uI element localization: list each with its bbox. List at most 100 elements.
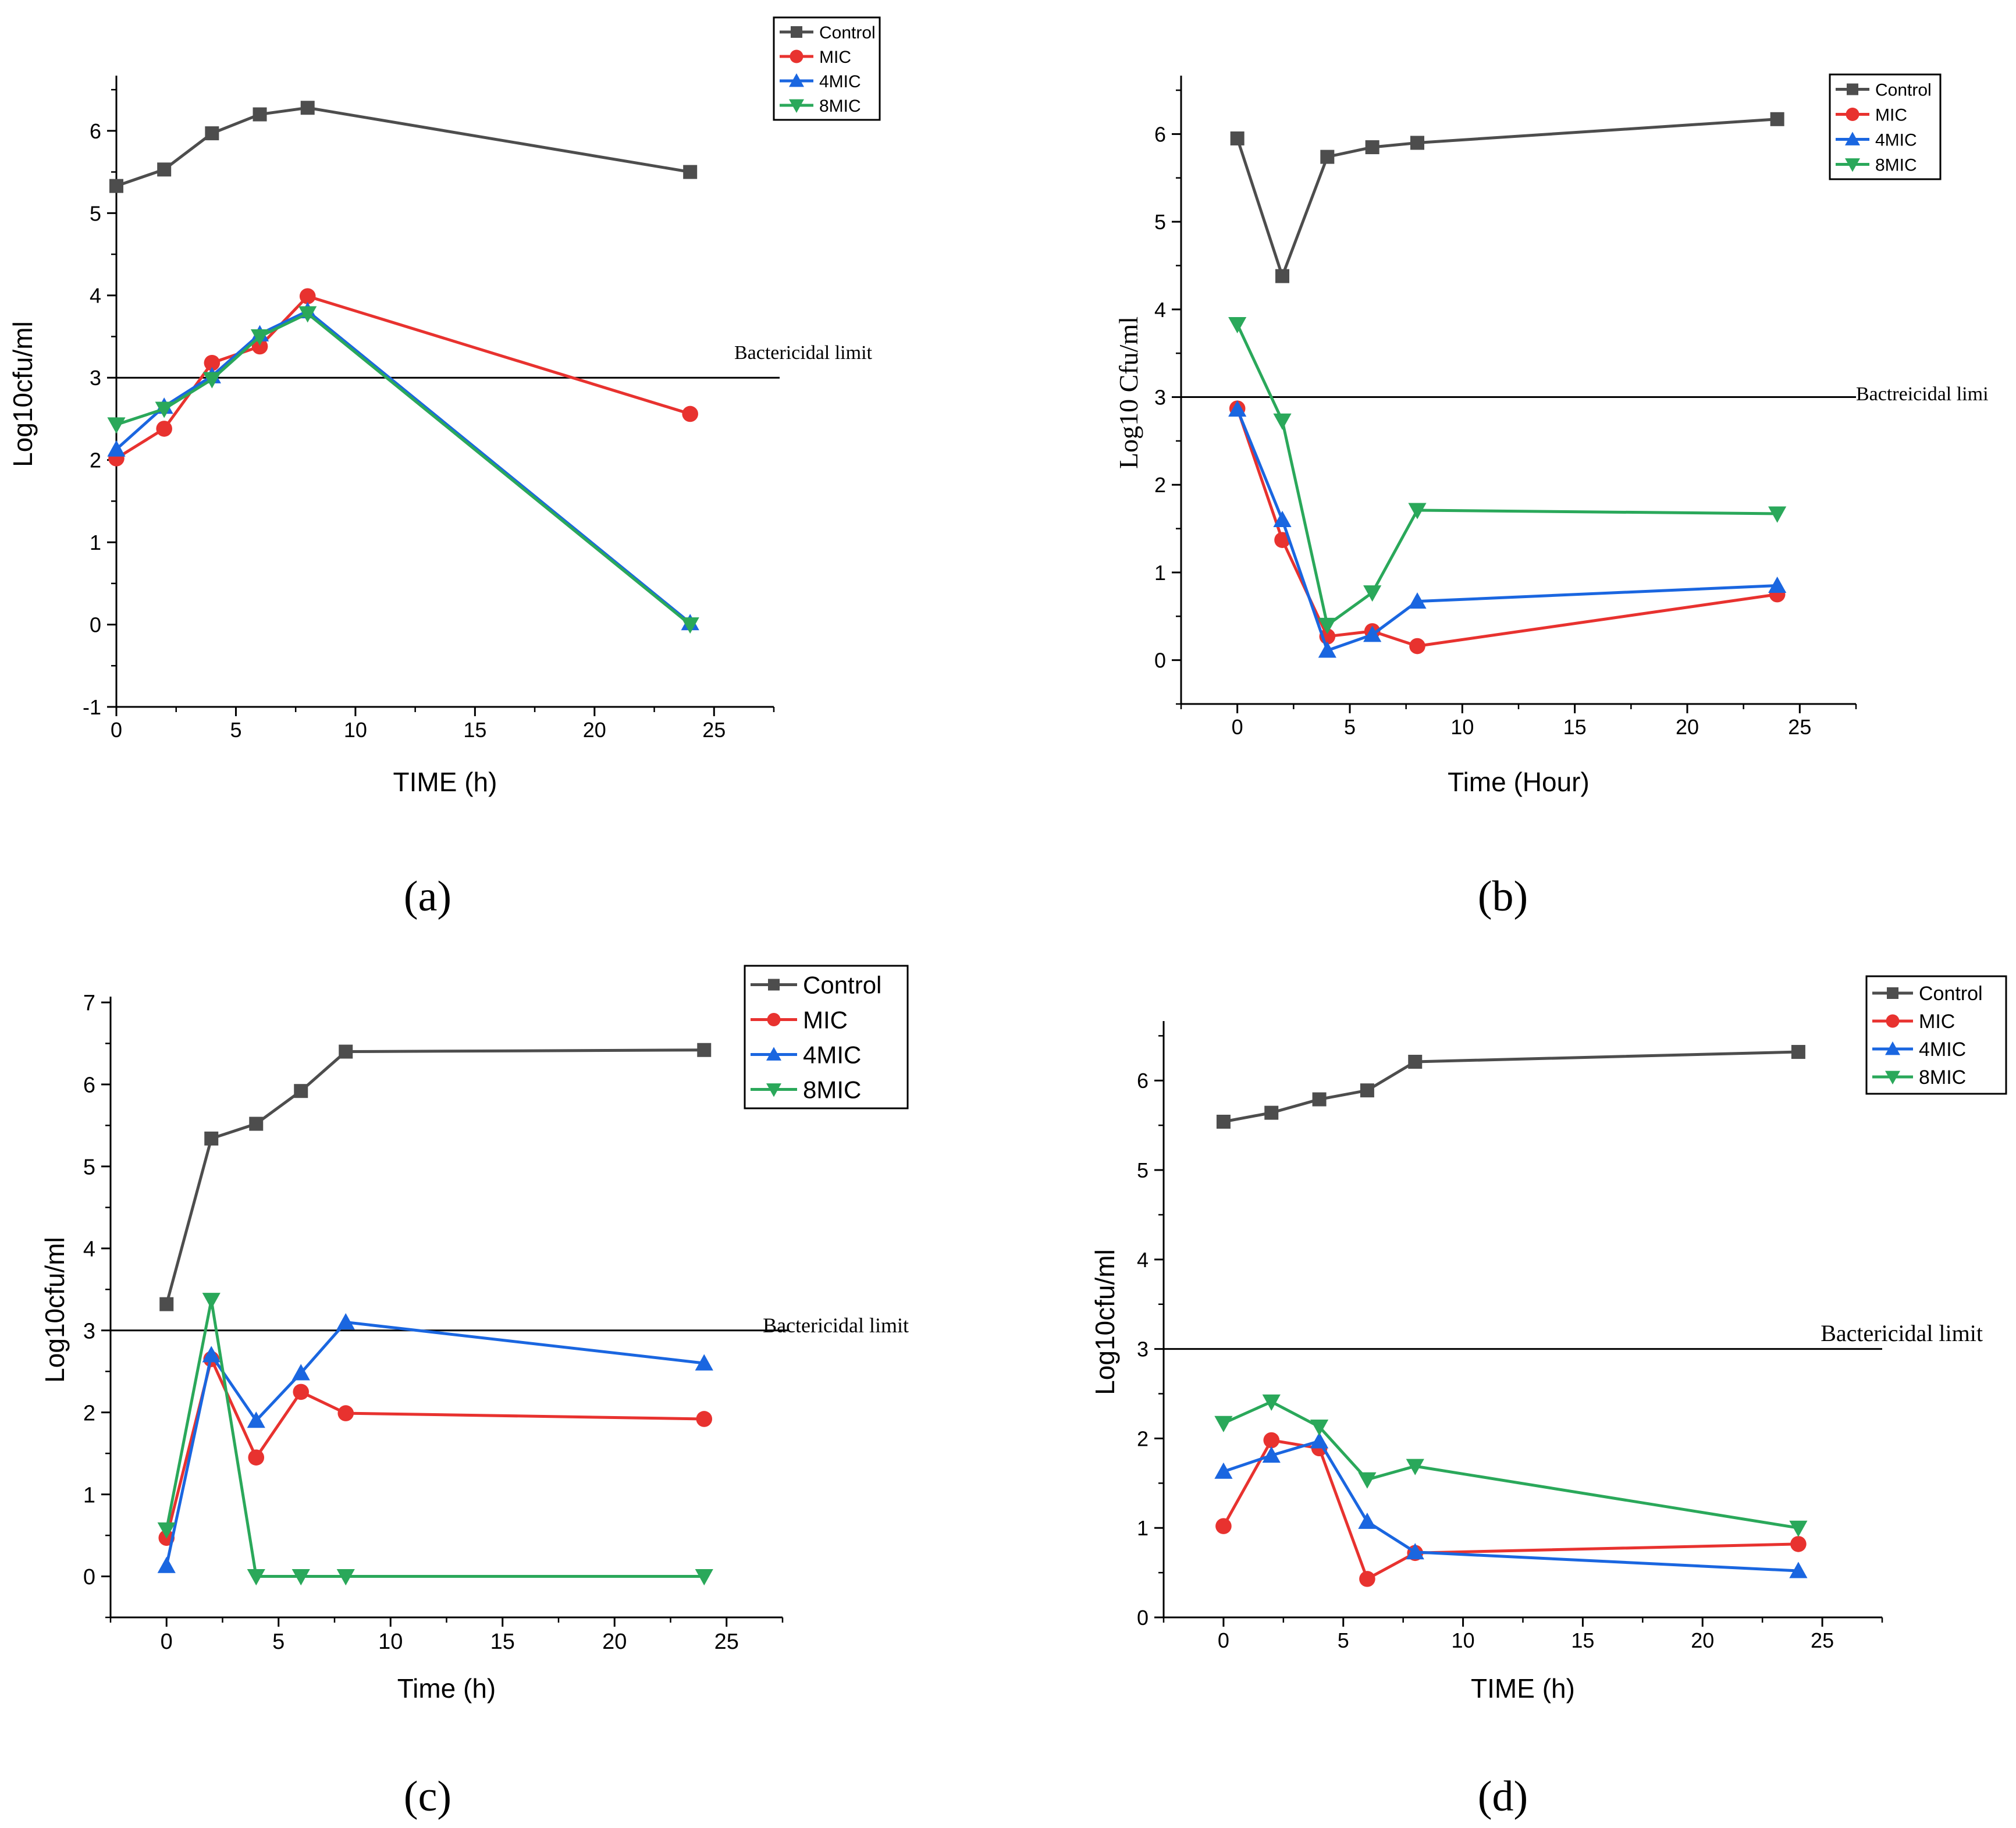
y-tick-label-b: 3 [1154,385,1166,409]
x-tick-label-b: 15 [1563,715,1587,739]
data-point-control-c [294,1084,308,1098]
x-tick-label-a: 5 [230,718,241,742]
data-point-4mic-c [291,1364,310,1381]
data-point-control-d [1791,1045,1805,1059]
x-tick-label-c: 15 [490,1630,515,1654]
data-point-control-a [205,126,219,141]
data-point-8mic-a [298,306,317,323]
data-point-4mic-c [247,1411,265,1428]
data-point-control-c [339,1044,353,1059]
legend-marker-4mic-c [766,1047,781,1061]
legend-marker-8mic-c [766,1083,781,1097]
data-point-4mic-d [1406,1543,1424,1560]
data-point-mic-c [248,1449,265,1466]
data-point-8mic-c [157,1522,176,1539]
legend-marker-mic-a [790,49,803,63]
y-tick-label-a: 5 [90,201,101,225]
data-point-8mic-c [695,1569,713,1586]
series-line-mic-d [1222,1439,1798,1581]
panel-c: 0 5 10 15 20 25 0 1 2 3 4 5 6 7 Time (h) Log10cfu/ml Bac… [40,965,909,1820]
y-axis-label-d: Log10cfu/ml [1090,1249,1120,1395]
y-tick-label-b: 1 [1154,561,1166,585]
y-tick-label-b: 4 [1154,298,1166,322]
x-tick-label-b: 5 [1344,715,1356,739]
data-point-8mic-b [1318,617,1336,634]
y-axis-label-b: Log10 Cfu/ml [1114,316,1143,469]
legend-label-control-c: Control [803,972,881,999]
y-axis-label-c: Log10cfu/ml [40,1237,70,1383]
legend-label-4mic-a: 4MIC [819,72,861,91]
data-point-control-b [1230,131,1245,145]
legend-label-8mic-c: 8MIC [803,1076,861,1104]
y-tick-label-d: 2 [1137,1427,1149,1450]
data-point-mic-b [1274,532,1290,548]
y-tick-label-d: 6 [1137,1069,1149,1093]
y-tick-label-a: -1 [83,695,101,719]
data-point-control-b [1275,269,1289,283]
y-tick-label-c: 5 [83,1155,95,1180]
data-point-control-b [1365,140,1379,155]
y-tick-label-c: 1 [83,1483,95,1507]
series-line-8mic-c [165,1299,705,1578]
data-point-4mic-a [107,440,126,457]
legend-label-8mic-a: 8MIC [819,97,861,116]
x-tick-label-a: 25 [702,718,726,742]
data-point-control-a [157,162,172,177]
data-point-mic-c [293,1384,310,1400]
y-axis-label-a: Log10cfu/ml [8,321,38,467]
x-tick-label-b: 0 [1232,715,1243,739]
data-point-8mic-d [1358,1472,1377,1489]
x-axis-label-b: Time (Hour) [1448,767,1590,797]
data-point-8mic-d [1789,1520,1808,1537]
plot-area-c: 0 5 10 15 20 25 0 1 2 3 4 5 6 7 Time (h) Log10cfu/ml Bac… [40,965,909,1703]
x-tick-label-c: 5 [272,1630,285,1654]
series-line-control-c [165,1048,705,1305]
legend-marker-4mic-b [1845,131,1860,145]
legend-marker-8mic-b [1845,158,1860,172]
data-point-4mic-b [1228,400,1247,417]
y-tick-label-b: 5 [1154,210,1166,234]
data-point-4mic-c [336,1313,355,1330]
y-tick-label-c: 0 [83,1565,95,1589]
legend-label-mic-d: MIC [1919,1011,1955,1033]
y-tick-label-a: 4 [90,284,101,308]
data-point-8mic-a [107,417,126,434]
y-tick-label-a: 3 [90,366,101,390]
legend-label-mic-a: MIC [819,48,851,67]
data-point-8mic-b [1228,316,1247,334]
panel-label-d: (d) [1478,1773,1528,1820]
bactericidal-limit-label-d: Bactericidal limit [1821,1320,1983,1346]
y-tick-label-d: 3 [1137,1338,1149,1361]
data-point-8mic-a [681,617,699,634]
x-tick-label-d: 0 [1218,1628,1229,1652]
data-point-control-b [1770,112,1784,126]
data-point-mic-a [204,354,221,371]
series-line-mic-b [1236,408,1778,648]
series-line-control-d [1223,1050,1798,1123]
data-point-mic-a [156,421,172,437]
series-line-4mic-d [1223,1439,1799,1573]
legend-marker-control-a [791,26,802,38]
legend-label-mic-b: MIC [1875,105,1907,125]
legend-marker-control-d [1887,987,1898,999]
data-point-control-c [697,1043,712,1057]
x-tick-label-a: 0 [111,718,122,742]
data-point-8mic-b [1768,506,1787,523]
y-tick-label-d: 4 [1137,1248,1149,1272]
data-point-control-d [1360,1083,1374,1098]
panel-a: 0 5 10 15 20 25 -1 0 1 2 3 4 5 6 TIME (h) Log10cfu/ml Ba… [8,16,881,920]
panel-d: 0 5 10 15 20 25 0 1 2 3 4 5 6 TIME (h) Log10cfu/ml Bact… [1090,975,2007,1820]
data-point-control-a [109,179,123,193]
panel-label-c: (c) [404,1773,451,1820]
data-point-4mic-d [1214,1462,1233,1479]
legend-marker-8mic-d [1885,1071,1900,1084]
x-tick-label-c: 0 [161,1630,173,1654]
data-point-8mic-c [336,1569,355,1586]
data-point-control-c [249,1116,264,1131]
data-point-control-c [204,1131,219,1146]
series-line-8mic-b [1236,323,1777,627]
x-tick-label-b: 25 [1788,715,1811,739]
x-tick-label-a: 20 [583,718,606,742]
